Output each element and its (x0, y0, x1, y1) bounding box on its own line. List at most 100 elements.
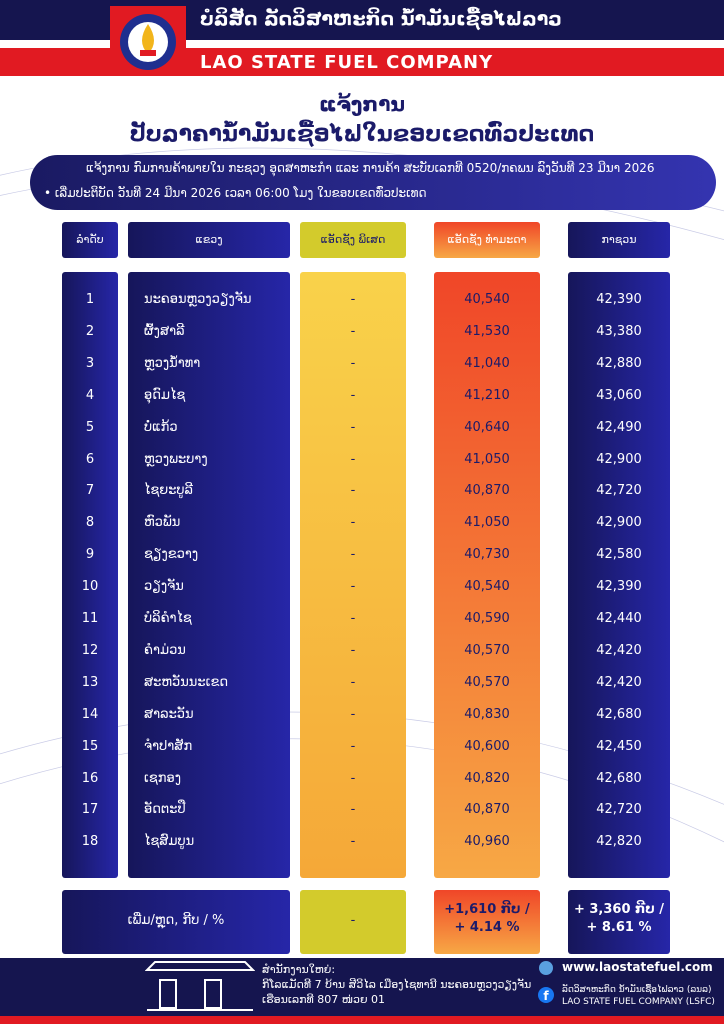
table-cell: 12 (81, 642, 99, 658)
notice-heading: ແຈ້ງການ (318, 92, 406, 116)
company-en: LAO STATE FUEL COMPANY (200, 52, 494, 73)
table-cell: ສາລະວັນ (144, 706, 194, 722)
table-cell: ວຽງຈັນ (144, 579, 184, 595)
change-regular: + 4.14 % (454, 920, 520, 935)
table-cell: 41,210 (464, 387, 510, 403)
table-cell: ເຊກອງ (144, 770, 181, 786)
table-cell: 5 (85, 419, 95, 435)
table-cell: 40,640 (464, 419, 510, 435)
column-header: ກາຊວນ (601, 233, 637, 246)
company-lao: ບໍລິສັດ ລັດວິສາຫະກິດ ນ້ຳມັນເຊື້ອໄຟລາວ (200, 8, 562, 30)
table-cell: - (350, 770, 356, 786)
table-cell: ອັດຕະປື (144, 802, 186, 818)
table-cell: 42,390 (596, 292, 642, 307)
address-line: ກິໂລແມັດທີ 7 ບ້ານ ສີວິໄລ ເມືອງໄຊທານີ ນະຄ… (262, 978, 532, 991)
table-cell: ບໍລິຄຳໄຊ (144, 611, 192, 626)
table-cell: 40,870 (464, 483, 510, 499)
address-line: ເຮືອນເລກທີ 807 ໜ່ວຍ 01 (262, 993, 386, 1006)
column-header-bg (128, 222, 290, 258)
table-cell: - (350, 834, 356, 850)
footer-red (0, 1016, 724, 1024)
table-cell: 16 (81, 770, 99, 786)
column-header: ແຂວງ (195, 233, 223, 246)
table-cell: 40,830 (464, 706, 510, 722)
column-body (62, 272, 118, 878)
table-cell: - (350, 355, 356, 371)
column-header-bg (434, 222, 540, 258)
table-cell: ນະຄອນຫຼວງວຽງຈັນ (144, 292, 252, 307)
column-body (300, 272, 406, 878)
table-cell: 14 (81, 706, 99, 722)
table-cell: 15 (81, 738, 99, 754)
change-regular-bg (434, 890, 540, 954)
table-cell: 42,680 (596, 706, 642, 722)
table-cell: ຫຼວງພະບາງ (144, 451, 208, 467)
notice-reference: ແຈ້ງການ ກົມການຄ້າພາຍໃນ ກະຊວງ ອຸດສາຫະກຳ ແ… (86, 161, 655, 175)
table-cell: - (350, 515, 356, 531)
table-cell: 40,730 (464, 547, 510, 563)
svg-text:f: f (543, 989, 549, 1003)
logo (120, 14, 176, 70)
change-diesel: + 3,360 ກີບ / (573, 902, 665, 917)
table-cell: 40,540 (464, 579, 510, 595)
table-cell: - (350, 387, 356, 403)
logo-box (110, 6, 186, 76)
table-cell: - (350, 451, 356, 467)
table-cell: 8 (85, 515, 95, 531)
table-cell: 42,680 (596, 770, 642, 786)
table-cell: 43,380 (596, 323, 642, 339)
notice-banner (30, 155, 716, 210)
table-cell: 42,720 (596, 483, 642, 499)
table-cell: 2 (85, 323, 95, 339)
notice-title: ປັບລາຄານ້ຳມັນເຊື້ອໄຟໃນຂອບເຂດທົ່ວປະເທດ (129, 122, 595, 147)
table-cell: 13 (81, 674, 99, 690)
column-body (128, 272, 290, 878)
table-cell: 41,040 (464, 355, 510, 371)
table-cell: 11 (81, 611, 99, 626)
table-cell: 9 (85, 547, 95, 563)
table-cell: 42,820 (596, 834, 642, 850)
table-cell: ໄຊສົມບູນ (144, 834, 195, 850)
column-header-bg (300, 222, 406, 258)
column-header: ແອັດຊັງ ພິເສດ (320, 233, 386, 246)
column-body (568, 272, 670, 878)
table-cell: 6 (85, 451, 95, 467)
table-cell: 40,960 (464, 834, 510, 850)
table-cell: ຊຽງຂວາງ (144, 547, 199, 563)
table-cell: 42,420 (596, 674, 642, 690)
change-diesel: + 8.61 % (586, 920, 652, 935)
table-cell: 40,600 (464, 738, 510, 754)
table-cell: 42,900 (596, 515, 642, 531)
change-regular: +1,610 ກີບ / (444, 902, 530, 917)
table-cell: ຜົ້ງສາລີ (144, 323, 185, 339)
table-cell: 17 (81, 802, 99, 818)
column-header-bg (62, 222, 118, 258)
table-cell: ບໍ່ແກ້ວ (144, 419, 178, 435)
footer-bar (0, 958, 724, 1016)
table-cell: ສະຫວັນນະເຂດ (144, 674, 229, 690)
table-cell: - (350, 323, 356, 339)
table-cell: ໄຊຍະບູລີ (144, 483, 193, 499)
table-cell: 4 (85, 387, 95, 403)
website[interactable]: www.laostatefuel.com (562, 960, 713, 974)
address: ສຳນັກງານໃຫຍ່: ກິໂລແມັດທີ 7 ບ້ານ ສີວິໄລ ເ… (262, 962, 531, 1007)
station-icon (145, 961, 255, 1011)
table-cell: 40,820 (464, 770, 510, 786)
facebook-icon: f (538, 987, 554, 1003)
change-diesel-bg (568, 890, 670, 954)
table-cell: 40,570 (464, 674, 510, 690)
table-cell: ຈຳປາສັກ (144, 738, 193, 754)
table-cell: 41,050 (464, 515, 510, 531)
change-label-bg (62, 890, 290, 954)
table-cell: 42,450 (596, 738, 642, 754)
facebook[interactable]: ລັດວິສາຫະກິດ ນ້ຳມັນເຊື້ອໄຟລາວ (ລນລ) LAO … (562, 984, 715, 1008)
column-header: ແອັດຊັງ ທຳມະດາ (447, 233, 527, 246)
table-cell: - (350, 483, 356, 499)
table-cell: - (350, 706, 356, 722)
notice-effective: • ເລີ່ມປະຕິບັດ ວັນທີ 24 ມີນາ 2026 ເວລາ 0… (44, 186, 427, 200)
table-cell: - (350, 738, 356, 754)
table-cell: - (350, 674, 356, 690)
column-body (434, 272, 540, 878)
table-cell: - (350, 611, 356, 626)
